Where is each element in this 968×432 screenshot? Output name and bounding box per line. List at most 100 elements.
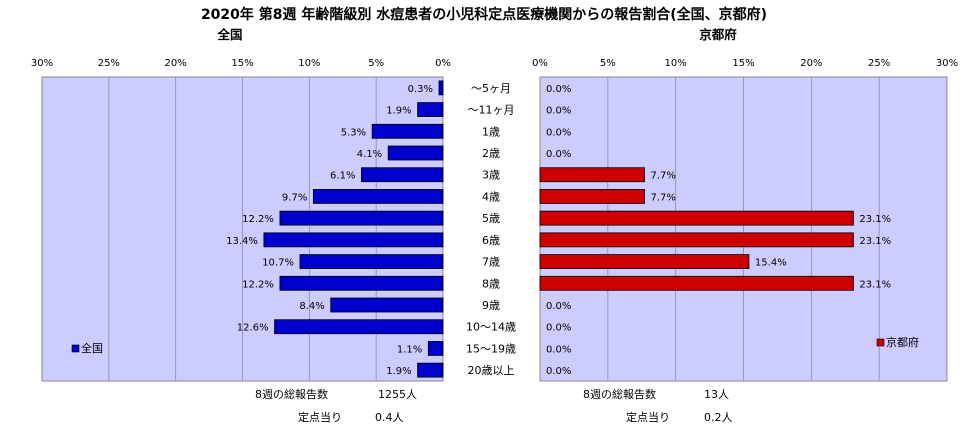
category-label: 9歳: [482, 299, 500, 312]
left-data-label: 1.1%: [397, 344, 422, 355]
right-bar: [539, 167, 645, 183]
right-bar: [539, 232, 854, 248]
left-data-label: 4.1%: [357, 149, 382, 160]
left-bar: [438, 80, 444, 96]
right-data-label: 23.1%: [859, 279, 891, 290]
left-bar: [279, 210, 444, 226]
left-data-label: 12.2%: [242, 214, 274, 225]
left-tick-label: 5%: [368, 58, 384, 69]
category-label: 15～19歳: [466, 342, 516, 355]
left-per-site-label: 定点当り: [298, 410, 342, 424]
left-data-label: 1.9%: [386, 366, 411, 377]
right-data-label: 0.0%: [546, 301, 571, 312]
left-data-label: 10.7%: [262, 258, 294, 269]
left-bar: [371, 123, 444, 139]
right-chart-title: 京都府: [699, 27, 737, 42]
left-axis-ticks: 0% 5% 10% 15% 20% 25% 30%: [31, 58, 451, 69]
right-tick-label: 10%: [665, 58, 687, 69]
right-bar: [539, 275, 854, 291]
left-bar: [299, 254, 444, 269]
chart-title: 2020年 第8週 年齢階級別 水痘患者の小児科定点医療機関からの報告割合(全国…: [201, 6, 767, 23]
right-legend: 京都府: [876, 335, 919, 349]
right-total-reports-value: 13人: [704, 388, 729, 401]
category-labels: ～5ヶ月 ～11ヶ月 1歳 2歳 3歳 4歳 5歳 6歳 7歳 8歳 9歳 10～14歳 15～19歳 2…: [466, 82, 516, 377]
right-tick-label: 0%: [532, 58, 548, 69]
category-label: 1歳: [482, 125, 500, 138]
right-data-label: 7.7%: [650, 171, 675, 182]
right-bar: [539, 189, 645, 204]
left-data-labels: 0.3% 1.9% 5.3% 4.1%6.1% 9.7% 12.2% 13.4% 10.7% 1…: [226, 84, 433, 377]
left-tick-label: 20%: [165, 58, 187, 69]
left-data-label: 12.2%: [242, 279, 274, 290]
left-data-label: 1.9%: [386, 106, 411, 117]
left-bar: [417, 102, 444, 117]
right-data-label: 15.4%: [755, 258, 787, 269]
left-tick-label: 25%: [98, 58, 120, 69]
left-bars: [263, 80, 444, 378]
right-legend-label: 京都府: [886, 335, 919, 349]
left-chart-title: 全国: [216, 27, 242, 42]
category-label: 2歳: [482, 147, 500, 160]
right-data-label: 7.7%: [650, 192, 675, 203]
right-data-label: 0.0%: [546, 127, 571, 138]
right-data-label: 0.0%: [546, 323, 571, 334]
right-tick-label: 15%: [732, 58, 754, 69]
left-bar: [417, 362, 444, 378]
right-bars: [539, 167, 854, 291]
right-total-reports-label: 8週の総報告数: [583, 387, 656, 401]
left-tick-label: 15%: [231, 58, 253, 69]
left-legend: 全国: [71, 341, 103, 355]
left-data-label: 8.4%: [299, 301, 324, 312]
category-label: 20歳以上: [468, 364, 515, 377]
category-label: ～5ヶ月: [471, 82, 511, 95]
right-per-site-value: 0.2人: [704, 411, 733, 424]
left-total-reports-label: 8週の総報告数: [255, 387, 328, 401]
category-label: 7歳: [482, 256, 500, 269]
right-axis-ticks: 0% 5% 10% 15% 20% 25% 30%: [532, 58, 958, 69]
left-bar: [312, 189, 444, 204]
right-data-label: 0.0%: [546, 366, 571, 377]
left-bar: [330, 297, 444, 313]
right-gridlines: [607, 77, 880, 381]
left-legend-swatch: [71, 344, 80, 353]
category-label: 3歳: [482, 169, 500, 182]
right-data-labels: 0.0% 0.0% 0.0% 0.0% 7.7% 7.7% 23.1% 23.1% 15.4% 2…: [546, 84, 891, 377]
category-label: 4歳: [482, 190, 500, 203]
left-data-label: 9.7%: [282, 192, 307, 203]
left-legend-label: 全国: [81, 341, 103, 355]
left-total-reports-value: 1255人: [378, 388, 417, 401]
right-tick-label: 30%: [936, 58, 958, 69]
right-legend-swatch: [876, 338, 885, 347]
left-tick-label: 0%: [435, 58, 451, 69]
right-data-label: 23.1%: [859, 236, 891, 247]
right-tick-label: 5%: [600, 58, 616, 69]
left-data-label: 13.4%: [226, 236, 258, 247]
category-label: ～11ヶ月: [468, 104, 515, 117]
category-label: 5歳: [482, 212, 500, 225]
right-tick-label: 20%: [800, 58, 822, 69]
right-data-label: 23.1%: [859, 214, 891, 225]
right-data-label: 0.0%: [546, 344, 571, 355]
left-bar: [274, 319, 444, 335]
category-label: 6歳: [482, 234, 500, 247]
left-per-site-value: 0.4人: [375, 411, 404, 424]
right-per-site-label: 定点当り: [626, 410, 670, 424]
right-data-label: 0.0%: [546, 84, 571, 95]
left-bar: [387, 145, 444, 161]
left-data-label: 12.6%: [237, 323, 269, 334]
right-data-label: 0.0%: [546, 149, 571, 160]
left-bar: [361, 167, 444, 183]
right-tick-label: 25%: [868, 58, 890, 69]
left-data-label: 0.3%: [408, 84, 433, 95]
category-label: 8歳: [482, 277, 500, 290]
left-data-label: 6.1%: [330, 171, 355, 182]
right-data-label: 0.0%: [546, 106, 571, 117]
right-bar: [539, 210, 854, 226]
left-tick-label: 10%: [298, 58, 320, 69]
left-bar: [427, 341, 444, 356]
left-data-label: 5.3%: [341, 127, 366, 138]
category-label: 10～14歳: [466, 321, 516, 334]
left-bar: [263, 232, 444, 248]
right-bar: [539, 254, 750, 269]
